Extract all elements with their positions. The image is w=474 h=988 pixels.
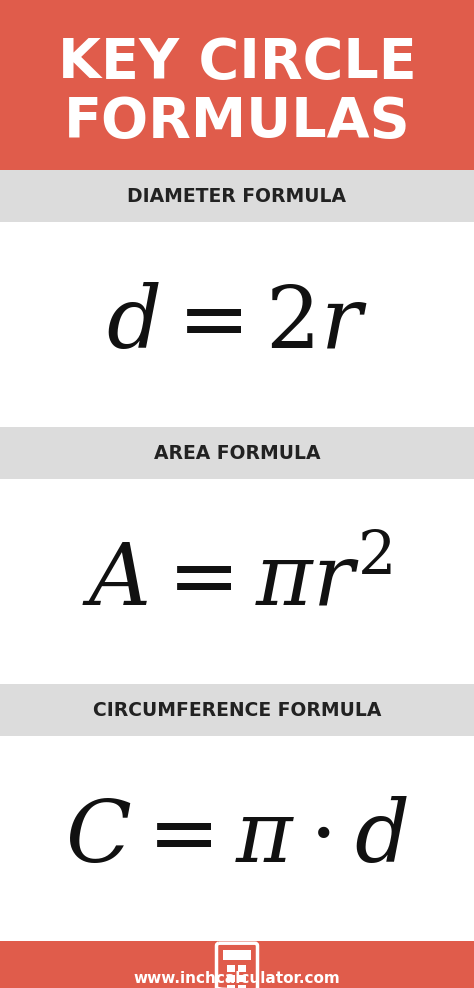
FancyBboxPatch shape [238,975,246,982]
FancyBboxPatch shape [238,985,246,988]
Text: $d = 2r$: $d = 2r$ [106,284,368,366]
Text: AREA FORMULA: AREA FORMULA [154,444,320,462]
FancyBboxPatch shape [223,949,251,959]
Text: KEY CIRCLE: KEY CIRCLE [58,36,416,90]
Text: www.inchcalculator.com: www.inchcalculator.com [134,971,340,986]
FancyBboxPatch shape [228,975,236,982]
FancyBboxPatch shape [0,170,474,222]
FancyBboxPatch shape [228,964,236,972]
Text: FORMULAS: FORMULAS [64,96,410,149]
FancyBboxPatch shape [0,479,474,684]
FancyBboxPatch shape [0,0,474,170]
FancyBboxPatch shape [228,985,236,988]
FancyBboxPatch shape [0,941,474,988]
FancyBboxPatch shape [238,964,246,972]
FancyBboxPatch shape [0,736,474,941]
Text: CIRCUMFERENCE FORMULA: CIRCUMFERENCE FORMULA [93,700,381,719]
FancyBboxPatch shape [0,684,474,736]
FancyBboxPatch shape [0,427,474,479]
FancyBboxPatch shape [0,222,474,427]
Text: DIAMETER FORMULA: DIAMETER FORMULA [128,187,346,206]
Text: $A = \pi r^{2}$: $A = \pi r^{2}$ [82,540,392,622]
Text: $C = \pi \cdot d$: $C = \pi \cdot d$ [65,797,409,880]
